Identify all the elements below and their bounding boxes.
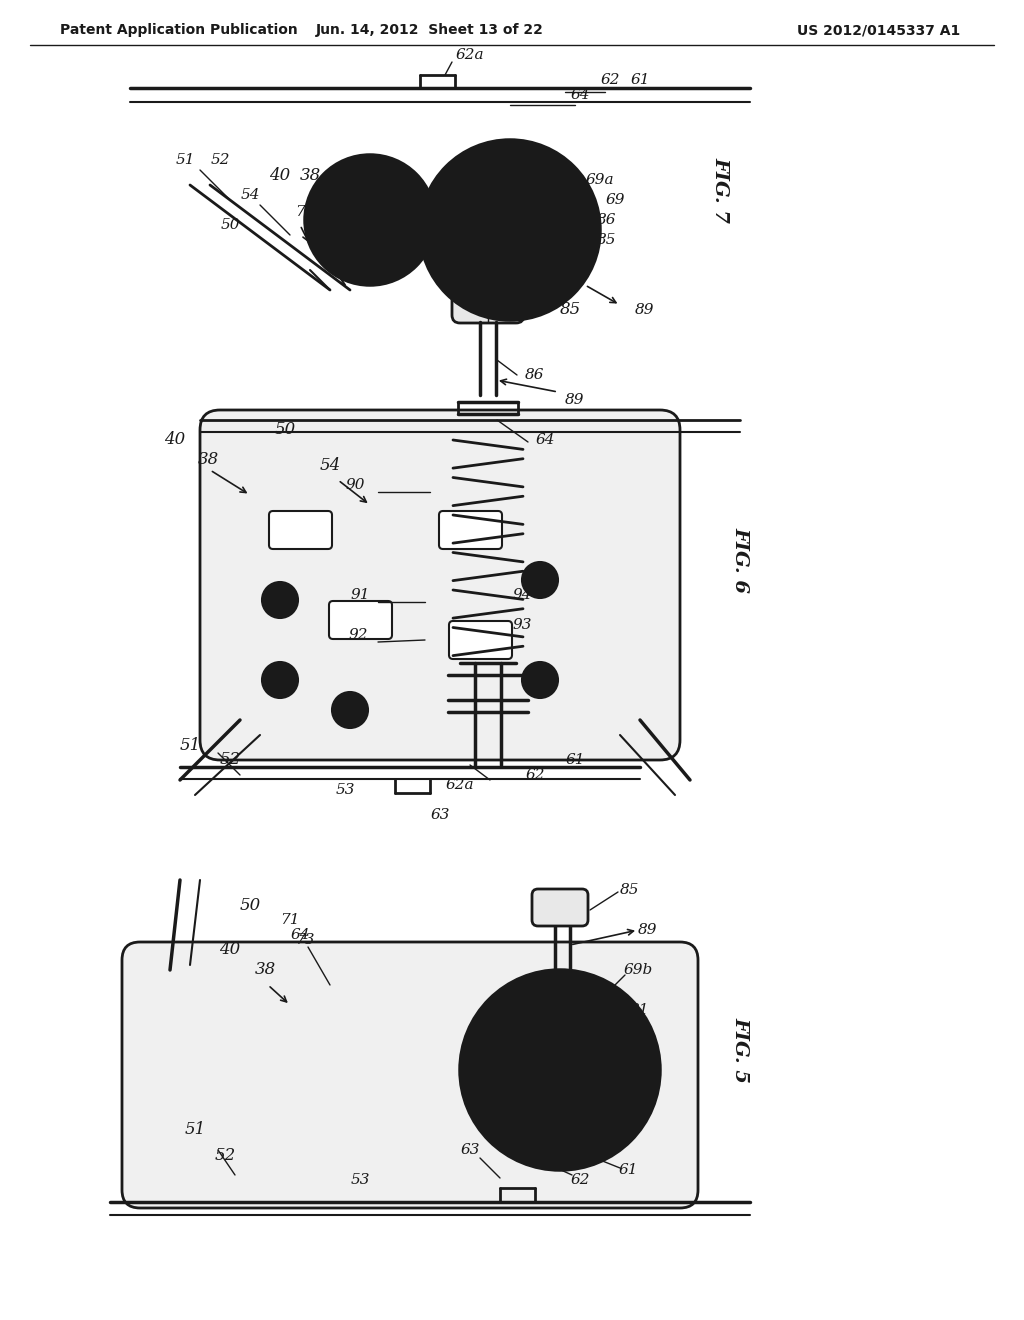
Circle shape <box>470 190 550 271</box>
Text: 51: 51 <box>175 153 195 168</box>
FancyBboxPatch shape <box>269 511 332 549</box>
Circle shape <box>420 140 600 319</box>
Text: 64: 64 <box>536 433 555 447</box>
Text: 51: 51 <box>184 1122 206 1138</box>
Text: 52: 52 <box>210 153 229 168</box>
Text: 50: 50 <box>220 218 240 232</box>
Circle shape <box>522 562 558 598</box>
Text: 61: 61 <box>630 73 650 87</box>
Text: 85: 85 <box>597 234 616 247</box>
Circle shape <box>502 222 518 238</box>
Circle shape <box>460 970 660 1170</box>
Text: 62: 62 <box>600 73 620 87</box>
Text: 69b: 69b <box>624 964 652 977</box>
Text: 89: 89 <box>635 304 654 317</box>
Text: 54: 54 <box>319 457 341 474</box>
Text: 71: 71 <box>295 205 314 219</box>
Text: Jun. 14, 2012  Sheet 13 of 22: Jun. 14, 2012 Sheet 13 of 22 <box>316 22 544 37</box>
Text: 62a: 62a <box>456 48 484 62</box>
Text: ↑: ↑ <box>325 206 335 219</box>
Text: 85: 85 <box>559 301 581 318</box>
FancyBboxPatch shape <box>532 888 588 927</box>
Text: 53: 53 <box>335 783 354 797</box>
Text: 51: 51 <box>179 737 201 754</box>
Text: 81: 81 <box>630 1003 650 1016</box>
Text: FIG. 6: FIG. 6 <box>731 527 749 593</box>
Text: 38: 38 <box>198 451 219 469</box>
Text: 69: 69 <box>605 193 625 207</box>
FancyBboxPatch shape <box>449 620 512 659</box>
Text: 50: 50 <box>240 896 261 913</box>
Text: 85: 85 <box>621 883 640 898</box>
FancyBboxPatch shape <box>200 411 680 760</box>
Text: 71: 71 <box>281 913 300 927</box>
Text: Patent Application Publication: Patent Application Publication <box>60 22 298 37</box>
Text: 40: 40 <box>219 941 241 958</box>
Text: 91: 91 <box>350 587 370 602</box>
Text: 40: 40 <box>165 432 185 449</box>
Text: 93: 93 <box>512 618 531 632</box>
Text: 38: 38 <box>299 166 321 183</box>
Text: 62a: 62a <box>445 777 474 792</box>
Text: 62: 62 <box>525 768 545 781</box>
Text: 64: 64 <box>570 88 590 102</box>
FancyBboxPatch shape <box>122 942 698 1208</box>
Text: 38: 38 <box>254 961 275 978</box>
Circle shape <box>520 1030 600 1110</box>
Text: 61: 61 <box>618 1163 638 1177</box>
Text: 86: 86 <box>525 368 545 381</box>
Text: 64: 64 <box>290 928 309 942</box>
Circle shape <box>332 692 368 729</box>
Text: 69a: 69a <box>586 173 614 187</box>
Text: 52: 52 <box>219 751 241 768</box>
Text: 62: 62 <box>570 1173 590 1187</box>
Circle shape <box>350 201 390 240</box>
Text: 94: 94 <box>512 587 531 602</box>
Text: 73: 73 <box>295 933 314 946</box>
Circle shape <box>262 582 298 618</box>
Circle shape <box>305 154 435 285</box>
Text: 90: 90 <box>345 478 365 492</box>
Circle shape <box>490 210 530 249</box>
Text: 54: 54 <box>241 187 260 202</box>
Text: 86: 86 <box>597 213 616 227</box>
Circle shape <box>548 1059 572 1082</box>
Text: 92: 92 <box>348 628 368 642</box>
Text: 40: 40 <box>269 166 291 183</box>
Text: FIG. 7: FIG. 7 <box>711 157 729 223</box>
Text: 63: 63 <box>430 808 450 822</box>
FancyBboxPatch shape <box>439 511 502 549</box>
Text: 63: 63 <box>460 1143 480 1158</box>
Text: US 2012/0145337 A1: US 2012/0145337 A1 <box>797 22 961 37</box>
Text: 50: 50 <box>274 421 296 438</box>
FancyBboxPatch shape <box>329 601 392 639</box>
Text: 86: 86 <box>630 1043 650 1057</box>
Text: 89: 89 <box>565 393 585 407</box>
Text: FIG. 5: FIG. 5 <box>731 1016 749 1082</box>
Text: 52: 52 <box>214 1147 236 1163</box>
Circle shape <box>262 663 298 698</box>
Text: 53: 53 <box>350 1173 370 1187</box>
Text: 89: 89 <box>638 923 657 937</box>
FancyBboxPatch shape <box>452 277 524 323</box>
Text: 61: 61 <box>565 752 585 767</box>
Circle shape <box>522 663 558 698</box>
Circle shape <box>535 1045 585 1096</box>
